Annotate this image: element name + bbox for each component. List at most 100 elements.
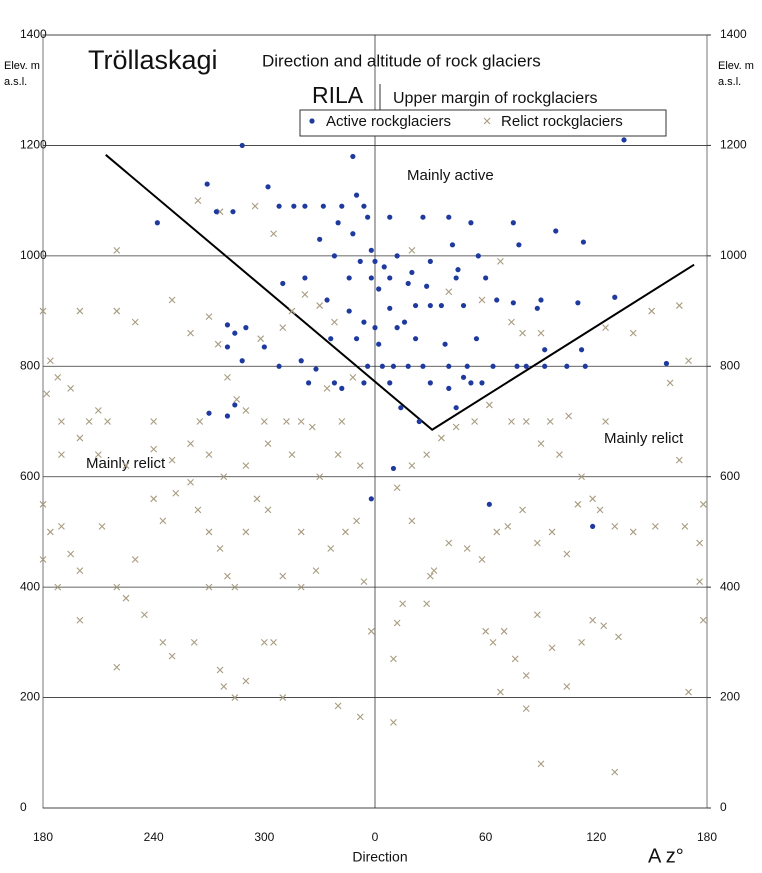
point bbox=[242, 677, 250, 685]
point bbox=[172, 489, 180, 497]
point bbox=[224, 344, 231, 350]
point bbox=[232, 330, 238, 336]
point bbox=[368, 275, 374, 281]
point bbox=[339, 203, 345, 209]
point bbox=[334, 451, 342, 459]
point bbox=[224, 322, 231, 328]
point bbox=[54, 373, 62, 381]
point bbox=[353, 336, 360, 342]
x-unit-label: A z° bbox=[648, 845, 684, 867]
point bbox=[361, 319, 367, 325]
point bbox=[675, 302, 683, 309]
point bbox=[204, 181, 210, 187]
point bbox=[423, 451, 431, 459]
point bbox=[194, 197, 202, 205]
point bbox=[113, 583, 121, 591]
y2-label-box: Elev. m a.s.l. bbox=[718, 60, 754, 88]
point bbox=[334, 702, 342, 710]
point bbox=[510, 220, 516, 226]
point bbox=[538, 297, 544, 303]
point bbox=[497, 688, 504, 696]
point bbox=[349, 373, 357, 381]
point bbox=[478, 296, 486, 304]
point bbox=[288, 307, 296, 315]
point bbox=[131, 318, 139, 326]
point bbox=[356, 713, 364, 721]
point bbox=[141, 611, 148, 619]
point bbox=[483, 275, 489, 281]
point bbox=[323, 384, 331, 392]
point bbox=[463, 545, 471, 552]
point bbox=[423, 600, 431, 608]
x-tick-label: 180 bbox=[697, 830, 717, 844]
y-tick-label: 200 bbox=[20, 690, 40, 704]
point bbox=[533, 539, 541, 547]
point bbox=[150, 418, 158, 425]
point bbox=[516, 242, 522, 248]
legend-box bbox=[299, 109, 667, 137]
point bbox=[320, 203, 326, 209]
x-tick-label: 60 bbox=[479, 830, 493, 844]
point bbox=[279, 324, 287, 332]
point bbox=[131, 556, 139, 563]
point bbox=[390, 363, 397, 369]
point bbox=[113, 663, 121, 671]
point bbox=[446, 385, 452, 391]
point bbox=[365, 214, 371, 220]
point bbox=[213, 209, 219, 215]
point bbox=[253, 495, 261, 503]
point bbox=[216, 208, 224, 216]
point bbox=[331, 318, 338, 326]
annotation: Mainly active bbox=[407, 167, 494, 184]
point bbox=[205, 583, 213, 591]
point bbox=[445, 539, 453, 547]
x-tick-label: 0 bbox=[372, 830, 379, 844]
point bbox=[367, 627, 375, 635]
point bbox=[522, 672, 530, 679]
point bbox=[297, 528, 305, 536]
point bbox=[231, 694, 239, 701]
point bbox=[468, 380, 474, 386]
point bbox=[611, 768, 619, 776]
y2-tick-label: 800 bbox=[720, 358, 740, 372]
point bbox=[426, 572, 434, 580]
point bbox=[575, 300, 581, 306]
point bbox=[216, 666, 224, 674]
point bbox=[424, 283, 430, 289]
point bbox=[301, 291, 309, 298]
point bbox=[297, 583, 305, 591]
x-tick-label: 180 bbox=[33, 830, 53, 844]
point bbox=[449, 242, 456, 248]
point bbox=[159, 517, 167, 525]
point bbox=[270, 638, 277, 646]
point bbox=[390, 719, 397, 726]
point bbox=[580, 239, 587, 245]
point bbox=[353, 192, 360, 198]
point bbox=[537, 440, 545, 447]
point bbox=[699, 616, 707, 624]
point bbox=[214, 340, 222, 348]
point bbox=[542, 347, 548, 353]
point bbox=[168, 296, 176, 304]
point bbox=[596, 506, 604, 514]
point bbox=[485, 401, 493, 409]
point bbox=[696, 578, 704, 586]
point bbox=[338, 418, 346, 425]
point bbox=[231, 583, 239, 591]
point bbox=[696, 539, 704, 547]
point bbox=[460, 302, 467, 309]
point bbox=[405, 363, 411, 369]
point bbox=[260, 418, 268, 425]
point bbox=[350, 231, 356, 237]
point bbox=[205, 451, 213, 459]
point bbox=[372, 258, 378, 264]
point bbox=[482, 627, 490, 635]
point bbox=[394, 253, 400, 259]
point bbox=[224, 413, 231, 419]
point bbox=[473, 336, 480, 342]
point bbox=[280, 280, 286, 287]
point bbox=[257, 335, 265, 343]
point bbox=[233, 396, 241, 403]
chart-title: Direction and altitude of rock glaciers bbox=[262, 51, 541, 70]
